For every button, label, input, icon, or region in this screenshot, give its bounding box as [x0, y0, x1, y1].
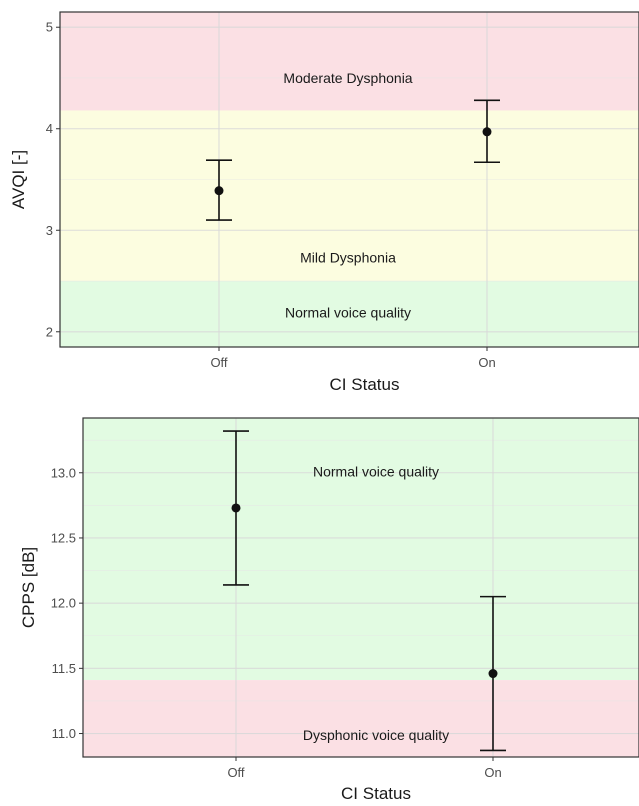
avqi-point-off	[214, 186, 224, 196]
avqi-x-tick-label: On	[478, 355, 495, 370]
cpps-y-tick-label: 11.0	[52, 726, 76, 741]
cpps-point-off	[231, 503, 241, 513]
avqi-y-tick-label: 2	[46, 324, 53, 339]
cpps-x-tick-label: On	[484, 765, 501, 780]
avqi-y-tick-label: 5	[46, 20, 53, 35]
cpps-y-tick-label: 12.0	[51, 596, 76, 611]
cpps-band-label: Normal voice quality	[313, 463, 439, 479]
avqi-band-2	[60, 281, 639, 347]
cpps-panel-border	[82, 417, 639, 758]
avqi-band-0	[60, 12, 639, 111]
avqi-band-label: Mild Dysphonia	[300, 250, 396, 266]
cpps-y-axis-title: CPPS [dB]	[19, 547, 38, 628]
cpps-y-tick-label: 11.5	[52, 661, 76, 676]
cpps-x-tick-label: Off	[227, 765, 244, 780]
cpps-panel: Normal voice quality Dysphonic voice qual…	[19, 417, 639, 803]
cpps-band-1	[83, 680, 639, 757]
avqi-panel-border	[59, 11, 639, 348]
cpps-band-label: Dysphonic voice quality	[303, 727, 449, 743]
avqi-panel: Moderate Dysphonia Mild Dysphonia Normal v…	[9, 11, 639, 394]
avqi-band-1	[60, 110, 639, 282]
avqi-x-axis-title: CI Status	[330, 375, 400, 394]
avqi-y-tick-label: 3	[46, 223, 53, 238]
avqi-point-on	[482, 127, 492, 137]
cpps-band-0	[83, 418, 639, 681]
avqi-y-axis-title: AVQI [-]	[9, 150, 28, 209]
avqi-y-tick-label: 4	[46, 121, 53, 136]
cpps-x-axis-title: CI Status	[341, 784, 411, 803]
cpps-y-tick-label: 12.5	[51, 530, 76, 545]
avqi-band-label: Normal voice quality	[285, 304, 411, 320]
avqi-x-tick-label: Off	[210, 355, 227, 370]
cpps-y-tick-label: 13.0	[51, 465, 76, 480]
avqi-band-label: Moderate Dysphonia	[283, 70, 412, 86]
cpps-point-on	[488, 669, 498, 679]
